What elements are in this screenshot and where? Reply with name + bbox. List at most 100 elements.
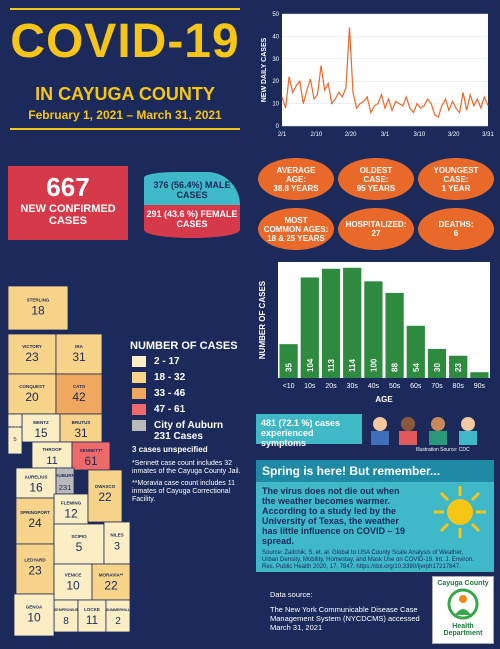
bar [385, 292, 404, 378]
stat-line: DEATHS: [438, 220, 474, 229]
town-region [15, 497, 55, 545]
town-count: 231 [59, 483, 72, 492]
x-tick-label: 30s [347, 383, 359, 390]
health-department-logo: Cayuga County Health Department [432, 576, 494, 644]
town-name: LEDYARD [24, 558, 46, 563]
legend-swatch [132, 420, 146, 431]
legend-label: 33 - 46 [154, 388, 186, 399]
stat-oldest-case: OLDEST CASE: 95 YEARS [338, 158, 414, 200]
town-name: SPRINGPORT [20, 510, 50, 515]
daily-cases-line [281, 27, 489, 118]
stat-line: 38.8 YEARS [273, 183, 319, 193]
town-region [53, 523, 105, 565]
town-region [71, 441, 111, 471]
town-name: GENOA [26, 605, 43, 610]
town-region [105, 599, 131, 633]
legend-swatch [132, 356, 146, 367]
sun-icon [434, 486, 486, 538]
daily-cases-chart: 0 10 20 30 40 50 2/1 2/10 2/20 3/1 3/10 3/20 3/31 NEW… [258, 8, 494, 143]
stat-line: MOST [284, 215, 308, 225]
x-tick-label: 3/10 [413, 132, 425, 138]
header-rule-top [10, 8, 240, 10]
town-count: 16 [29, 481, 43, 495]
logo-top-text: Cayuga County [437, 580, 489, 587]
y-tick-label: 20 [272, 79, 279, 85]
town-region [7, 285, 69, 331]
x-tick-label: 2/10 [310, 132, 322, 138]
bar [406, 325, 425, 378]
legend-item: 18 - 32 [132, 372, 185, 383]
town-count: 2 [115, 616, 121, 627]
town-count: 11 [86, 614, 98, 627]
town-name: VENICE [65, 573, 82, 578]
town-region [77, 599, 107, 633]
town-name: BRUTUS [72, 420, 91, 425]
stat-line: AGE: [286, 174, 306, 184]
stat-line: COMMON AGES: [263, 224, 329, 234]
town-region [91, 563, 131, 601]
y-tick-label: 30 [272, 57, 279, 63]
town-region [87, 469, 123, 523]
town-count: 11 [46, 455, 57, 467]
town-region [15, 543, 55, 595]
y-tick-label: 10 [272, 102, 279, 108]
bar [343, 267, 362, 378]
x-tick-label: <10 [283, 383, 295, 390]
stat-hospitalized: HOSPITALIZED: 27 [338, 208, 414, 250]
town-region [53, 563, 93, 601]
town-name: LOCKE [84, 607, 100, 612]
header-rule-bottom [10, 128, 240, 130]
stat-average-age: AVERAGE AGE: 38.8 YEARS [258, 158, 334, 200]
town-name: MORAVIA** [99, 573, 124, 578]
female-cases: 291 (43.6 %) FEMALE CASES [144, 205, 240, 238]
x-tick-label: 50s [389, 383, 401, 390]
y-tick-label: 40 [272, 34, 279, 40]
town-region [15, 467, 57, 499]
stat-line: 6 [453, 229, 459, 238]
age-chart: 35 <10 104 10s 113 20s 114 30s 100 40s 88 50s 54 60s 3… [256, 258, 494, 408]
male-cases: 376 (56.4%) MALE CASES [144, 172, 240, 205]
town-name: SEMPRONIUS [54, 608, 79, 612]
legend-label: City of Auburn 231 Cases [154, 420, 224, 442]
town-name: MENTZ [33, 420, 49, 425]
legend-item-auburn: City of Auburn 231 Cases [132, 420, 242, 442]
y-axis-label: NUMBER OF CASES [258, 280, 267, 359]
data-source-label: Data source: [270, 590, 313, 599]
town-count: 24 [28, 516, 42, 530]
x-axis-label: AGE [375, 395, 393, 404]
town-name: MONTEZUMA [8, 426, 23, 429]
town-count: 61 [84, 455, 97, 468]
town-name: STERLING [27, 297, 50, 302]
town-count: 10 [27, 611, 41, 625]
stat-line: YOUNGEST [433, 165, 479, 175]
bar-value-label: 88 [391, 363, 400, 372]
bar-value-label: 6 [475, 367, 484, 372]
symptoms-section: 481 (72.1 %) cases experienced symptoms … [256, 414, 494, 454]
stat-line: OLDEST [359, 165, 393, 175]
town-name: OWASCO [95, 484, 116, 489]
bar-value-label: 30 [433, 363, 442, 372]
town-name: AUBURN [55, 473, 75, 478]
page-title: COVID-19 [10, 15, 240, 68]
town-count: 15 [34, 427, 48, 440]
legend-title: NUMBER OF CASES [130, 340, 238, 352]
stat-line: AVERAGE [276, 165, 316, 175]
gender-cylinder: 376 (56.4%) MALE CASES 291 (43.6 %) FEMA… [144, 172, 240, 238]
town-name: THROOP [42, 447, 61, 452]
stat-line: CASE: [363, 174, 389, 184]
legend-item: 2 - 17 [132, 356, 180, 367]
town-count: 5 [76, 540, 83, 554]
x-tick-label: 2/20 [345, 132, 357, 138]
county-map-svg: STERLING18VICTORY23IRA31CONQUEST20CATO42… [7, 285, 131, 637]
bar [427, 349, 447, 378]
data-source-text: The New York Communicable Disease Case M… [270, 605, 420, 632]
x-tick-label: 2/1 [278, 132, 287, 138]
x-tick-label: 3/20 [448, 132, 460, 138]
x-tick-label: 80s [453, 383, 465, 390]
town-name: SUMMERHILL [106, 608, 130, 612]
bar-value-label: 35 [285, 363, 294, 372]
moravia-note: **Moravia case count includes 11 inmates… [132, 480, 235, 503]
legend-item: 33 - 46 [132, 388, 185, 399]
y-axis-label: NEW DAILY CASES [261, 37, 268, 102]
x-tick-label: 10s [304, 383, 316, 390]
